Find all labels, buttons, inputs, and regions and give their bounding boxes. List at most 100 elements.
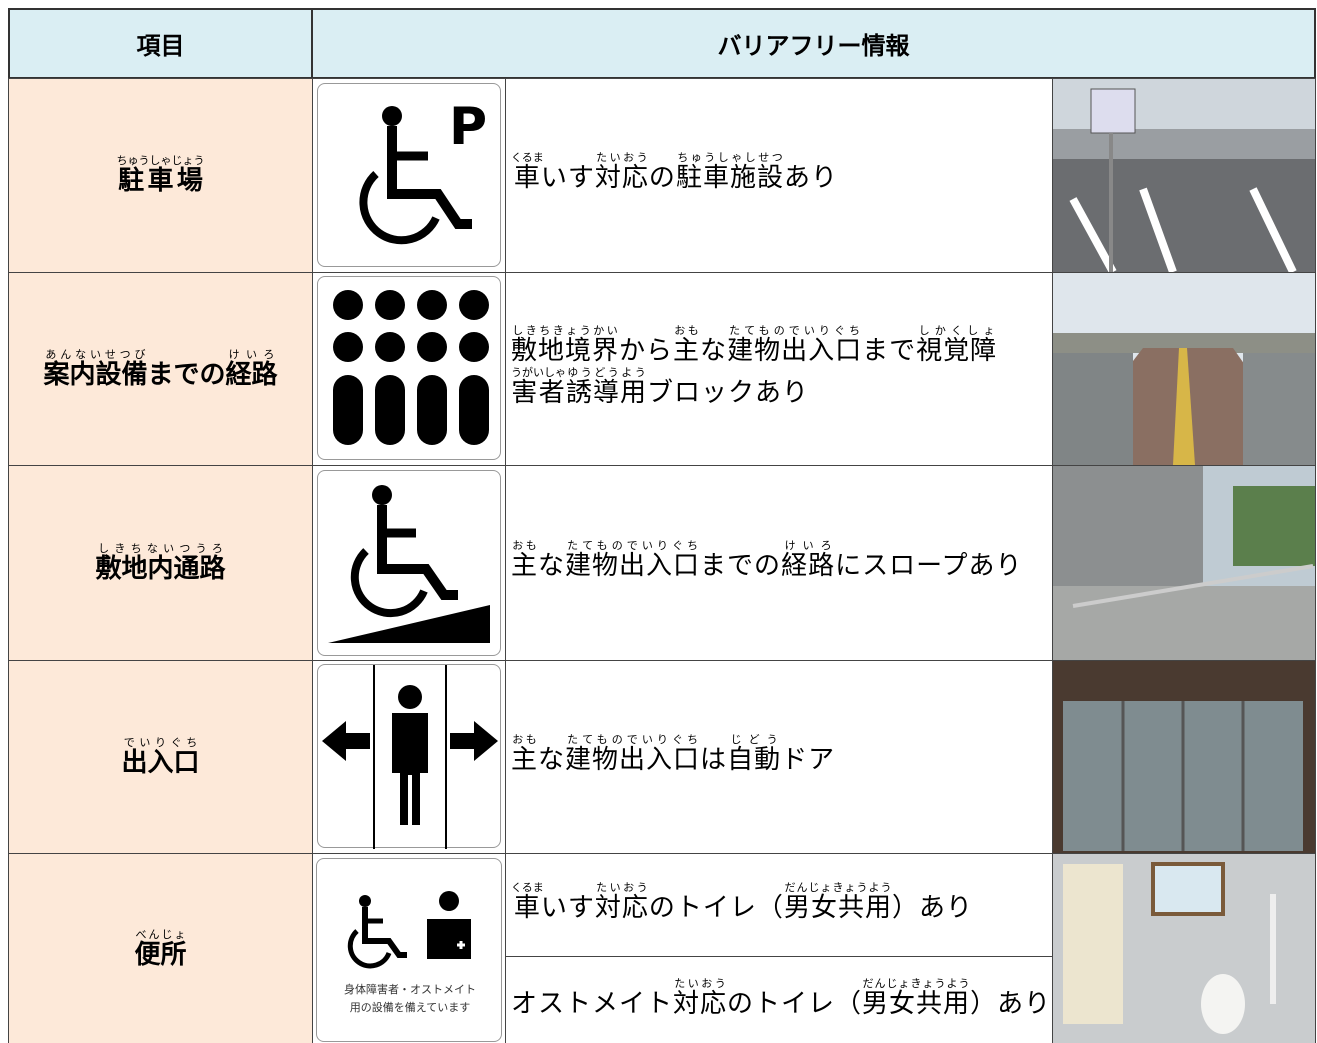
text: まで [862, 335, 917, 366]
text: までの [700, 550, 782, 581]
door-icon [322, 665, 498, 849]
ruby-reading: だんじょきょうよう [862, 976, 971, 990]
ruby-base: 視覚障 [916, 335, 998, 366]
ruby-word: 便所べんじょ [134, 928, 186, 970]
text: あり [783, 163, 838, 194]
icon-box [317, 276, 501, 460]
icon-caption: 用の設備を備えています [350, 1000, 470, 1014]
icon-cell: P [312, 78, 506, 273]
ruby-reading: たいおう [673, 976, 728, 990]
ruby-word: 経路けいろ [781, 539, 836, 581]
ruby-base: 主 [673, 335, 701, 366]
ruby-reading: あんないせつび [43, 347, 148, 361]
ruby-word: 建物出入口たてものでいりぐち [727, 324, 863, 366]
item-text: 出入口でいりぐち [121, 736, 199, 779]
ruby-base: 車 [511, 892, 544, 923]
ruby-base: 経路 [225, 359, 278, 390]
ruby-word: 自動じどう [727, 733, 781, 775]
parking-icon: P [359, 97, 487, 245]
text: のトイレ（ [727, 988, 863, 1019]
text: オストメイト [511, 988, 674, 1019]
ruby-word: 主おも [511, 539, 539, 581]
ruby-base: 敷地境界 [511, 335, 620, 366]
item-cell: 敷地内通路しきちないつうろ [8, 465, 313, 661]
ruby-base: 対応 [673, 988, 728, 1019]
ruby-word: 案内設備あんないせつび [43, 348, 148, 390]
slope-photo [1053, 466, 1315, 660]
text: ブロックあり [647, 377, 810, 408]
toilet-photo [1053, 854, 1315, 1043]
ruby-base: 主 [511, 550, 539, 581]
ruby-reading: ちゅうしゃじょう [116, 154, 205, 167]
icon-caption: 身体障害者・オストメイト [344, 982, 476, 996]
description-text: 主おもな建物出入口たてものでいりぐちは自動じどうドア [511, 733, 835, 782]
photo-cell [1052, 660, 1316, 854]
ruby-reading: くるま [511, 880, 544, 894]
text: いす [540, 892, 595, 923]
description-cell: オストメイト対応たいおうのトイレ（男女共用だんじょきょうよう）あり [505, 956, 1053, 1043]
ruby-base: 経路 [781, 550, 836, 581]
item-text: 敷地内通路しきちないつうろ [95, 542, 225, 585]
ruby-word: 誘導用ゆうどうよう [565, 366, 647, 408]
description-text: オストメイト対応たいおうのトイレ（男女共用だんじょきょうよう）あり [511, 977, 1051, 1026]
header-item: 項目 [8, 8, 313, 79]
item-cell: 出入口でいりぐち [8, 660, 313, 854]
text: な [700, 335, 728, 366]
ruby-reading: たてものでいりぐち [727, 323, 863, 337]
ruby-base: 対応 [594, 163, 649, 194]
ruby-reading: ゆうどうよう [565, 365, 647, 379]
ruby-base: 害者 [511, 377, 566, 408]
item-text: 案内設備あんないせつびまでの経路けいろ [43, 348, 277, 391]
description-text: 車くるまいす対応たいおうの駐車施設ちゅうしゃしせつあり [511, 151, 838, 200]
ruby-base: 男女共用 [862, 988, 971, 1019]
description-text: 主おもな建物出入口たてものでいりぐちまでの経路けいろにスロープあり [511, 539, 1023, 588]
ruby-word: 男女共用だんじょきょうよう [862, 977, 971, 1019]
ruby-reading: たいおう [594, 880, 649, 894]
icon-cell [312, 465, 506, 661]
text: ドア [781, 744, 836, 775]
item-cell: 便所べんじょ [8, 853, 313, 1043]
photo-cell [1052, 272, 1316, 466]
item-text: 駐車場ちゅうしゃじょう [117, 154, 205, 197]
ruby-word: 建物出入口たてものでいりぐち [565, 539, 701, 581]
icon-box [317, 664, 501, 849]
ruby-reading: たてものでいりぐち [565, 732, 701, 746]
ruby-base: 主 [511, 744, 539, 775]
photo-cell [1052, 78, 1316, 273]
ruby-reading: しきちきょうかい [511, 323, 620, 337]
parking-photo [1053, 79, 1315, 272]
ruby-word: 主おも [511, 733, 539, 775]
ruby-base: 敷地内通路 [95, 553, 226, 584]
text: までの [147, 359, 226, 390]
text: にスロープあり [835, 550, 1023, 581]
ruby-reading: おも [673, 323, 701, 337]
icon-box [317, 470, 501, 656]
text: から [619, 335, 674, 366]
ruby-base: 誘導用 [565, 377, 647, 408]
ruby-base: 駐車施設 [675, 163, 784, 194]
text: な [538, 550, 566, 581]
ruby-word: 車くるま [511, 151, 544, 193]
ruby-reading: くるま [511, 151, 544, 165]
ruby-word: 車くるま [511, 881, 544, 923]
ruby-base: 案内設備 [43, 359, 148, 390]
ruby-base: 駐車場 [116, 166, 205, 196]
ruby-reading: けいろ [225, 347, 278, 361]
ruby-word: 対応たいおう [673, 977, 728, 1019]
ruby-word: 害者うがいしゃ [511, 366, 566, 408]
ruby-reading: しかくしょ [916, 323, 998, 337]
ruby-word: 対応たいおう [594, 151, 649, 194]
photo-cell [1052, 465, 1316, 661]
ruby-reading: でいりぐち [121, 735, 200, 749]
item-cell: 駐車場ちゅうしゃじょう [8, 78, 313, 273]
description-cell: 主おもな建物出入口たてものでいりぐちは自動じどうドア [505, 660, 1053, 854]
ruby-word: 視覚障しかくしょ [916, 324, 998, 366]
ruby-base: 建物出入口 [727, 335, 863, 366]
slope-icon [328, 485, 490, 643]
description-text: 車くるまいす対応たいおうのトイレ（男女共用だんじょきょうよう）あり [511, 881, 973, 930]
ruby-reading: うがいしゃ [511, 365, 566, 379]
ruby-word: 駐車施設ちゅうしゃしせつ [675, 151, 784, 194]
item-cell: 案内設備あんないせつびまでの経路けいろ [8, 272, 313, 466]
ruby-base: 建物出入口 [565, 550, 701, 581]
